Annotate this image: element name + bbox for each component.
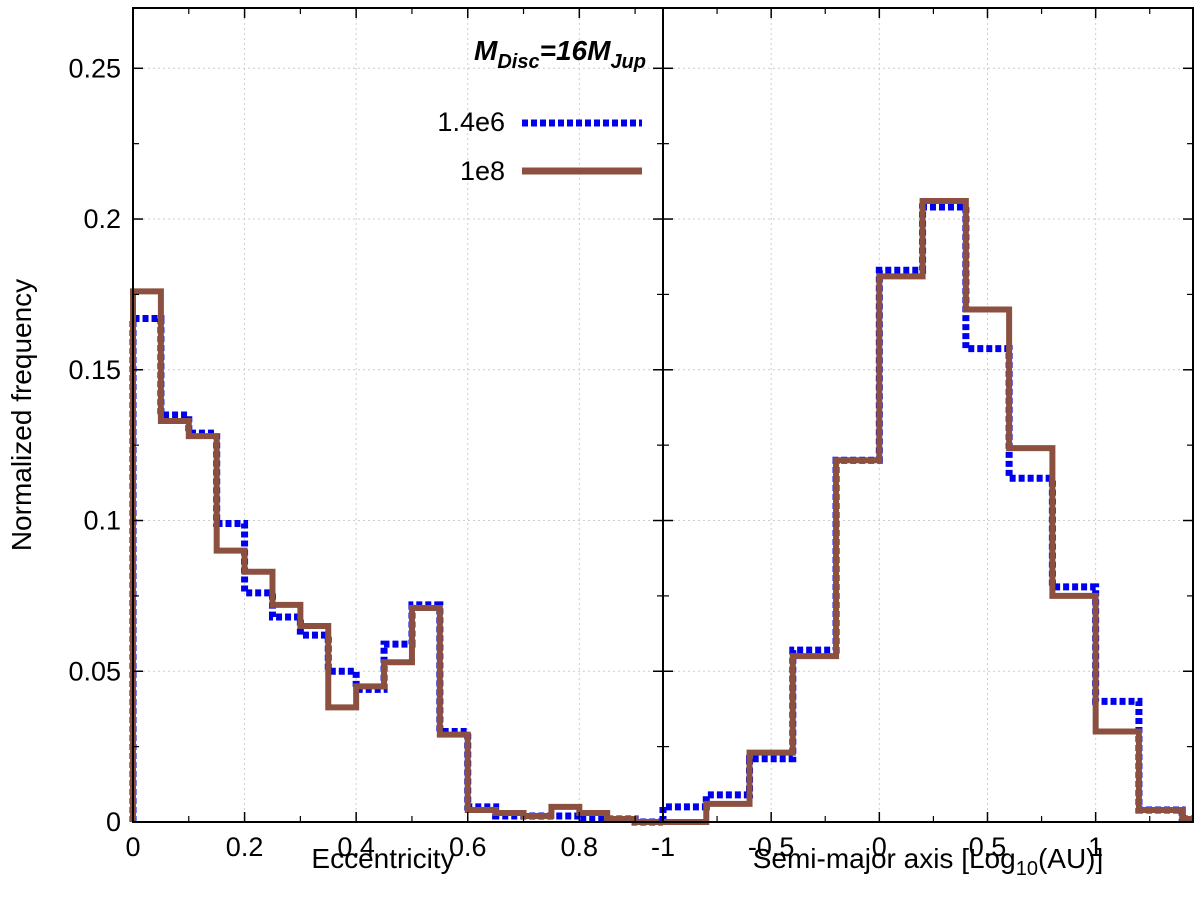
x-tick-label: 0.6 xyxy=(449,832,487,862)
legend-label-1.4e6: 1.4e6 xyxy=(437,107,505,137)
series-1.4e6-step-line xyxy=(129,315,663,826)
series-1e8-step-line xyxy=(130,288,663,825)
y-tick-label: 0.2 xyxy=(83,204,121,234)
x-tick-label: 0 xyxy=(872,832,887,862)
y-tick-label: 0 xyxy=(106,807,121,837)
y-axis-label: Normalized frequency xyxy=(6,279,37,551)
x-tick-label: 0.5 xyxy=(969,832,1007,862)
x-tick-label: 0.2 xyxy=(226,832,264,862)
grid xyxy=(132,8,663,823)
y-tick-label: 0.05 xyxy=(68,656,121,686)
y-tick-label: 0.15 xyxy=(68,355,121,385)
y-tick-label: 0.25 xyxy=(68,53,121,83)
y-tick-label: 0.1 xyxy=(83,506,121,536)
x-tick-label: 1 xyxy=(1088,832,1103,862)
x-tick-label: -0.5 xyxy=(748,832,795,862)
legend-label-1e8: 1e8 xyxy=(460,156,505,186)
semi-major-axis-panel: -1 -0.5 0 0.5 1 xyxy=(651,7,1194,862)
legend: 1.4e6 1e8 xyxy=(437,107,642,186)
plot-frame xyxy=(132,7,664,823)
eccentricity-panel: 0 0.2 0.4 0.6 0.8 0 0.05 0.1 0.15 0.2 0.25 Eccentri… xyxy=(68,7,664,874)
x-tick-label: 0.8 xyxy=(561,832,599,862)
plot-frame xyxy=(662,7,1194,823)
x-axis-label-semi-major: Semi-major axis [Log10(AU)] xyxy=(753,843,1104,880)
x-tick-label: -1 xyxy=(651,832,675,862)
series-1e8-step-line xyxy=(663,197,1193,825)
disc-mass-annotation: MDisc=16MJup xyxy=(474,35,646,73)
x-tick-label: 0 xyxy=(125,832,140,862)
x-axis-label-eccentricity: Eccentricity xyxy=(311,843,454,874)
x-tick-label: 0.4 xyxy=(337,832,375,862)
